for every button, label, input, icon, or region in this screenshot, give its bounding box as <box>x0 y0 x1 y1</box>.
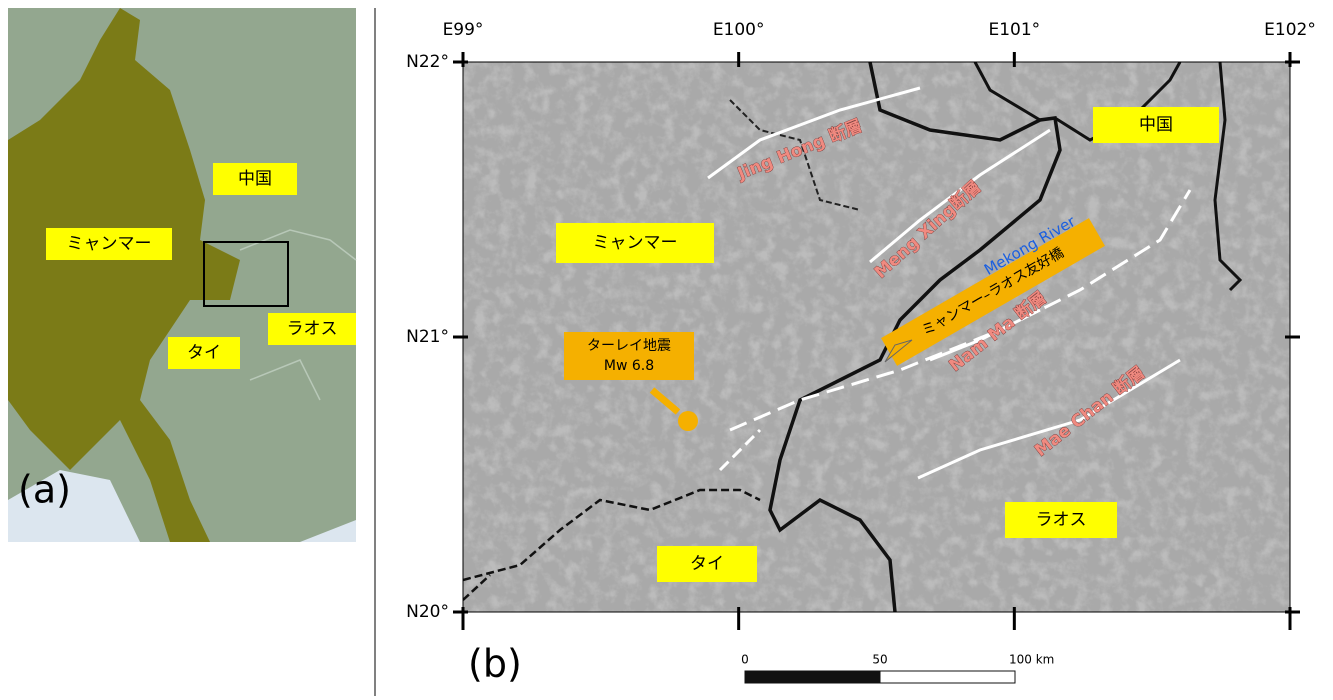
place-label: ラオス <box>287 319 338 339</box>
scale-label: 100 km <box>1009 653 1054 667</box>
scale-segment <box>745 671 880 683</box>
place-label: ミャンマー <box>593 233 678 253</box>
place-label: タイ <box>690 554 724 574</box>
scale-label: 50 <box>872 653 887 667</box>
longitude-label: E99° <box>443 20 484 40</box>
latitude-label: N20° <box>406 602 449 622</box>
epicenter <box>678 411 698 431</box>
longitude-label: E100° <box>713 20 765 40</box>
longitude-label: E101° <box>988 20 1040 40</box>
overview-map: 中国 ミャンマー ラオス タイ (a) <box>8 8 356 542</box>
panel-label: (a) <box>18 468 71 512</box>
earthquake-magnitude: Mw 6.8 <box>604 358 654 374</box>
latitude-label: N21° <box>406 327 449 347</box>
place-label: ミャンマー <box>67 234 152 254</box>
figure: 中国 ミャンマー ラオス タイ (a) 中国 ミャンマー ラオス タイ ターレイ… <box>0 0 1333 696</box>
place-label: 中国 <box>238 169 272 189</box>
scale-label: 0 <box>741 653 749 667</box>
longitude-label: E102° <box>1264 20 1316 40</box>
place-label: 中国 <box>1139 115 1173 135</box>
place-label: タイ <box>187 343 221 363</box>
place-label: ラオス <box>1036 510 1087 530</box>
panel-label: (b) <box>468 642 522 686</box>
scale-segment <box>880 671 1015 683</box>
earthquake-name: ターレイ地震 <box>587 338 671 354</box>
latitude-label: N22° <box>406 52 449 72</box>
